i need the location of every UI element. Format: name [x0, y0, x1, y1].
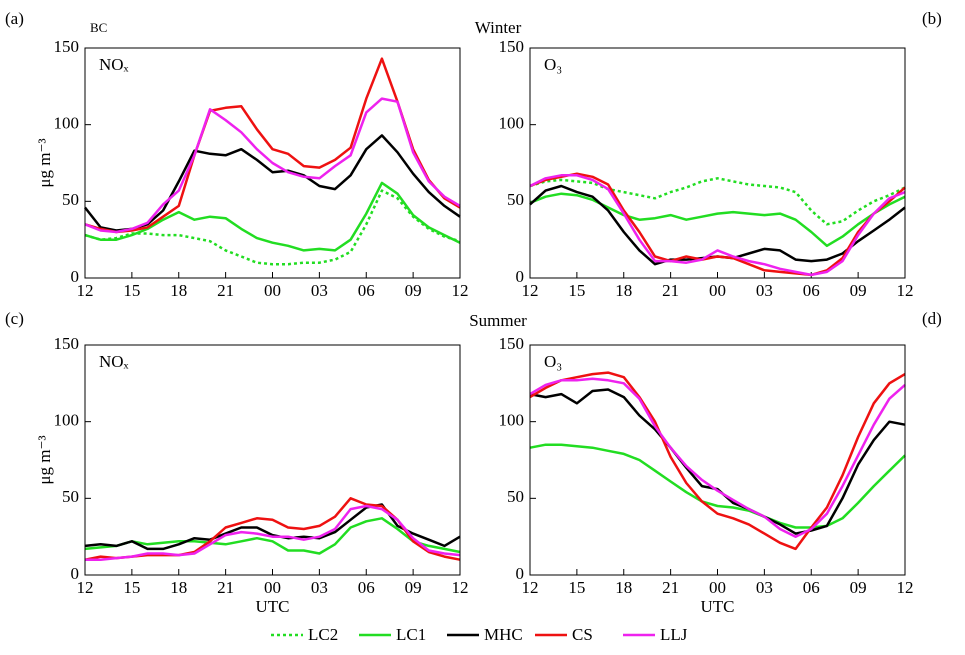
plot-frame: [84, 344, 461, 576]
series-line: [529, 443, 906, 529]
x-tick-label: 09: [405, 281, 422, 300]
x-tick-label: 00: [709, 281, 726, 300]
y-tick-label: 100: [54, 411, 80, 430]
row-title: Summer: [469, 311, 527, 330]
y-tick-label: 50: [507, 487, 524, 506]
x-tick-label: 03: [756, 578, 773, 597]
series-line: [84, 134, 461, 232]
y-tick-label: 150: [54, 37, 80, 56]
series-line: [529, 388, 906, 535]
series-line: [84, 97, 461, 234]
y-tick-label: 100: [54, 114, 80, 133]
y-tick-label: 0: [516, 267, 525, 286]
x-tick-label: 18: [615, 578, 632, 597]
x-tick-label: 06: [803, 281, 820, 300]
x-tick-label: 03: [311, 281, 328, 300]
y-tick-label: 150: [499, 334, 525, 353]
x-tick-label: 09: [405, 578, 422, 597]
x-tick-label: 00: [264, 578, 281, 597]
y-axis-label: μg m⁻³: [35, 138, 54, 187]
x-tick-label: 06: [358, 578, 375, 597]
y-tick-label: 0: [71, 564, 80, 583]
x-tick-label: 18: [170, 281, 187, 300]
x-tick-label: 15: [123, 578, 140, 597]
x-tick-label: 21: [662, 578, 679, 597]
x-tick-label: 03: [311, 578, 328, 597]
x-tick-label: 21: [662, 281, 679, 300]
x-tick-label: 09: [850, 578, 867, 597]
x-tick-label: 21: [217, 281, 234, 300]
y-tick-label: 150: [54, 334, 80, 353]
x-tick-label: 12: [522, 281, 539, 300]
y-tick-label: 100: [499, 411, 525, 430]
y-tick-label: 0: [71, 267, 80, 286]
legend-label: LC1: [396, 625, 426, 644]
series-line: [529, 177, 906, 226]
x-tick-label: 03: [756, 281, 773, 300]
x-tick-label: 12: [897, 281, 914, 300]
plot-frame: [529, 47, 906, 279]
series-line: [85, 504, 461, 561]
x-tick-label: 06: [803, 578, 820, 597]
x-tick-label: 18: [170, 578, 187, 597]
y-tick-label: 50: [62, 190, 79, 209]
legend-label: CS: [572, 625, 593, 644]
panel-label: (b): [922, 9, 942, 28]
panel-annotation: NOₓ: [99, 55, 129, 74]
y-tick-label: 50: [62, 487, 79, 506]
series-line: [84, 517, 461, 555]
legend-label: LC2: [308, 625, 338, 644]
legend-label: LLJ: [660, 625, 688, 644]
series-line: [529, 174, 906, 277]
panel-label: (d): [922, 309, 942, 328]
y-tick-label: 50: [507, 190, 524, 209]
x-tick-label: 00: [709, 578, 726, 597]
panel-annotation: NOₓ: [99, 352, 129, 371]
panel-annotation: O₃: [544, 55, 562, 74]
legend-label: MHC: [484, 625, 523, 644]
series-line: [529, 377, 906, 538]
x-tick-label: 15: [123, 281, 140, 300]
y-axis-label: μg m⁻³: [35, 435, 54, 484]
y-tick-label: 0: [516, 564, 525, 583]
x-tick-label: 06: [358, 281, 375, 300]
x-tick-label: 12: [452, 281, 469, 300]
x-tick-label: 12: [897, 578, 914, 597]
panel-annotation: O₃: [544, 352, 562, 371]
y-tick-label: 150: [499, 37, 525, 56]
series-line: [84, 503, 461, 551]
series-line: [529, 172, 906, 277]
series-line: [529, 371, 906, 551]
panel-label: (a): [5, 9, 24, 28]
series-line: [84, 57, 461, 234]
plot-frame: [529, 344, 906, 576]
x-axis-label: UTC: [701, 597, 735, 616]
x-tick-label: 12: [522, 578, 539, 597]
x-tick-label: 15: [568, 281, 585, 300]
x-tick-label: 12: [77, 578, 94, 597]
x-tick-label: 09: [850, 281, 867, 300]
x-axis-label: UTC: [256, 597, 290, 616]
x-tick-label: 12: [77, 281, 94, 300]
series-line: [84, 181, 461, 252]
x-tick-label: 12: [452, 578, 469, 597]
x-tick-label: 18: [615, 281, 632, 300]
panel-label: (c): [5, 309, 24, 328]
x-tick-label: 00: [264, 281, 281, 300]
y-tick-label: 100: [499, 114, 525, 133]
plot-frame: [84, 47, 461, 279]
series-line: [84, 189, 461, 266]
x-tick-label: 15: [568, 578, 585, 597]
series-line: [529, 192, 906, 248]
source-label: BC: [90, 20, 107, 35]
x-tick-label: 21: [217, 578, 234, 597]
row-title: Winter: [475, 18, 522, 37]
